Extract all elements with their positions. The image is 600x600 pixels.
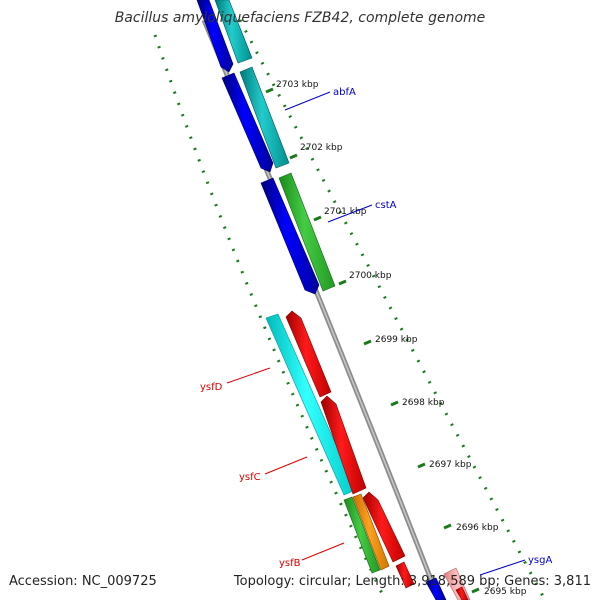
scale-tick-label: 2702 kbp xyxy=(300,143,343,153)
gene-arrow-teal-top[interactable] xyxy=(214,0,253,64)
scale-tick-label: 2697 kbp xyxy=(429,460,472,470)
outer-dotted-ring xyxy=(238,19,547,600)
scale-tick xyxy=(443,523,452,530)
gene-arrow-red-4[interactable] xyxy=(395,561,415,589)
gene-arrow-red-ysgA[interactable] xyxy=(455,586,469,600)
forward-strand-genes xyxy=(196,0,471,600)
scale-tick-label: 2701 kbp xyxy=(324,207,367,217)
scale-tick-label: 2699 kbp xyxy=(375,335,418,345)
gene-arrow-green-rev[interactable] xyxy=(343,496,381,574)
accession-text: Accession: NC_009725 xyxy=(9,574,157,589)
scale-tick-label: 2695 kbp xyxy=(484,587,527,597)
topology-text: Topology: circular; Length: 3,918,589 bp… xyxy=(233,574,591,589)
scale-tick xyxy=(265,87,274,94)
label-leader-ysfD xyxy=(226,367,271,384)
scale-tick-label: 2696 kbp xyxy=(456,523,499,533)
map-title: Bacillus amyloliquefaciens FZB42, comple… xyxy=(114,10,486,26)
scale-tick-label: 2698 kbp xyxy=(402,398,445,408)
gene-label-ysfD[interactable]: ysfD xyxy=(200,382,223,393)
gene-arrow-blue-ysgA[interactable] xyxy=(425,577,447,600)
label-leader-ysfC xyxy=(264,456,308,475)
gene-label-cstA[interactable]: cstA xyxy=(375,200,397,211)
scale-tick xyxy=(417,462,426,469)
gene-label-ysfC[interactable]: ysfC xyxy=(239,472,261,483)
scale-tick xyxy=(471,587,480,594)
scale-tick-label: 2703 kbp xyxy=(276,80,319,90)
scale-ruler: 2703 kbp 2702 kbp 2701 kbp 2700 kbp 2699… xyxy=(265,80,527,597)
reverse-strand-genes xyxy=(265,310,415,589)
scale-tick xyxy=(313,215,322,222)
gene-label-ysfB[interactable]: ysfB xyxy=(279,558,301,569)
scale-tick xyxy=(289,153,298,160)
gene-arrow-orange[interactable] xyxy=(352,493,390,571)
gene-arrow-red-3[interactable] xyxy=(362,491,406,563)
gene-arrow-blue-top[interactable] xyxy=(196,0,234,73)
scale-tick xyxy=(390,400,399,407)
scale-tick-label: 2700 kbp xyxy=(349,271,392,281)
inner-dotted-ring xyxy=(153,34,387,600)
label-leader-ysgA xyxy=(479,559,526,576)
label-leader-ysfB xyxy=(301,542,345,561)
gene-arrow-red-1[interactable] xyxy=(285,310,332,398)
label-leader-abfA xyxy=(284,91,331,111)
gene-labels: abfA cstA ysfD ysfC ysfB ysgA xyxy=(200,87,552,576)
gene-arrow-green-cstA[interactable] xyxy=(278,172,336,292)
label-leader-cstA xyxy=(327,204,373,223)
gene-arrow-red-2[interactable] xyxy=(320,395,367,495)
scale-tick xyxy=(338,279,347,286)
gene-arrow-blue-abfA[interactable] xyxy=(221,72,274,173)
gene-arrow-teal-abfA[interactable] xyxy=(239,66,290,169)
scale-tick xyxy=(363,339,372,346)
gene-arrow-blue-cstA[interactable] xyxy=(260,177,320,295)
gene-label-abfA[interactable]: abfA xyxy=(333,87,356,98)
gene-label-ysgA[interactable]: ysgA xyxy=(528,555,552,566)
